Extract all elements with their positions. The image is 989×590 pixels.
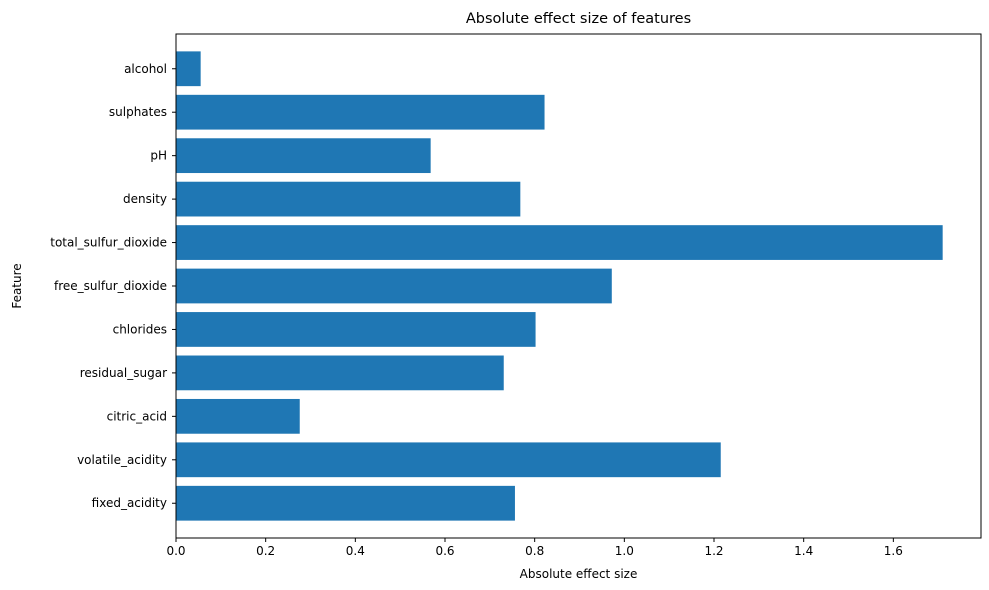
- y-tick-label: chlorides: [113, 322, 167, 336]
- x-tick-label: 0.4: [346, 544, 365, 558]
- x-axis-title: Absolute effect size: [520, 567, 638, 581]
- x-axis-ticks: 0.0 0.2 0.4 0.6 0.8 1.0 1.2 1.4 1.6: [166, 538, 903, 558]
- bar-volatile-acidity: [176, 442, 721, 478]
- bar-alcohol: [176, 51, 201, 87]
- x-tick-label: 1.6: [884, 544, 903, 558]
- bar-citric-acid: [176, 398, 300, 434]
- x-tick-label: 1.4: [794, 544, 813, 558]
- bar-residual-sugar: [176, 355, 504, 391]
- bar-density: [176, 181, 521, 217]
- bar-total-sulfur-dioxide: [176, 225, 943, 260]
- x-tick-label: 0.2: [256, 544, 275, 558]
- y-tick-label: free_sulfur_dioxide: [54, 279, 167, 293]
- y-axis-title: Feature: [10, 263, 24, 308]
- plot-frame: [175, 33, 982, 539]
- y-tick-label: alcohol: [124, 62, 167, 76]
- bar-fixed-acidity: [176, 485, 515, 521]
- y-tick-label: citric_acid: [107, 409, 167, 423]
- y-tick-label: pH: [150, 149, 167, 163]
- chart-title: Absolute effect size of features: [466, 11, 691, 27]
- y-tick-label: sulphates: [109, 105, 167, 119]
- y-tick-label: volatile_acidity: [77, 453, 167, 467]
- bar-free-sulfur-dioxide: [176, 268, 612, 304]
- bar-chlorides: [176, 312, 536, 347]
- bar-sulphates: [176, 94, 545, 130]
- x-tick-label: 0.0: [166, 544, 185, 558]
- x-tick-label: 1.2: [704, 544, 723, 558]
- bars-group: [176, 51, 943, 521]
- bar-pH: [176, 138, 431, 174]
- y-tick-label: density: [123, 192, 167, 206]
- y-axis-ticks: fixed_acidity volatile_acidity citric_acid…: [50, 62, 176, 510]
- x-tick-label: 1.0: [615, 544, 634, 558]
- y-tick-label: fixed_acidity: [92, 496, 167, 510]
- x-tick-label: 0.6: [435, 544, 454, 558]
- x-tick-label: 0.8: [525, 544, 544, 558]
- y-tick-label: residual_sugar: [80, 366, 167, 380]
- y-tick-label: total_sulfur_dioxide: [50, 236, 167, 250]
